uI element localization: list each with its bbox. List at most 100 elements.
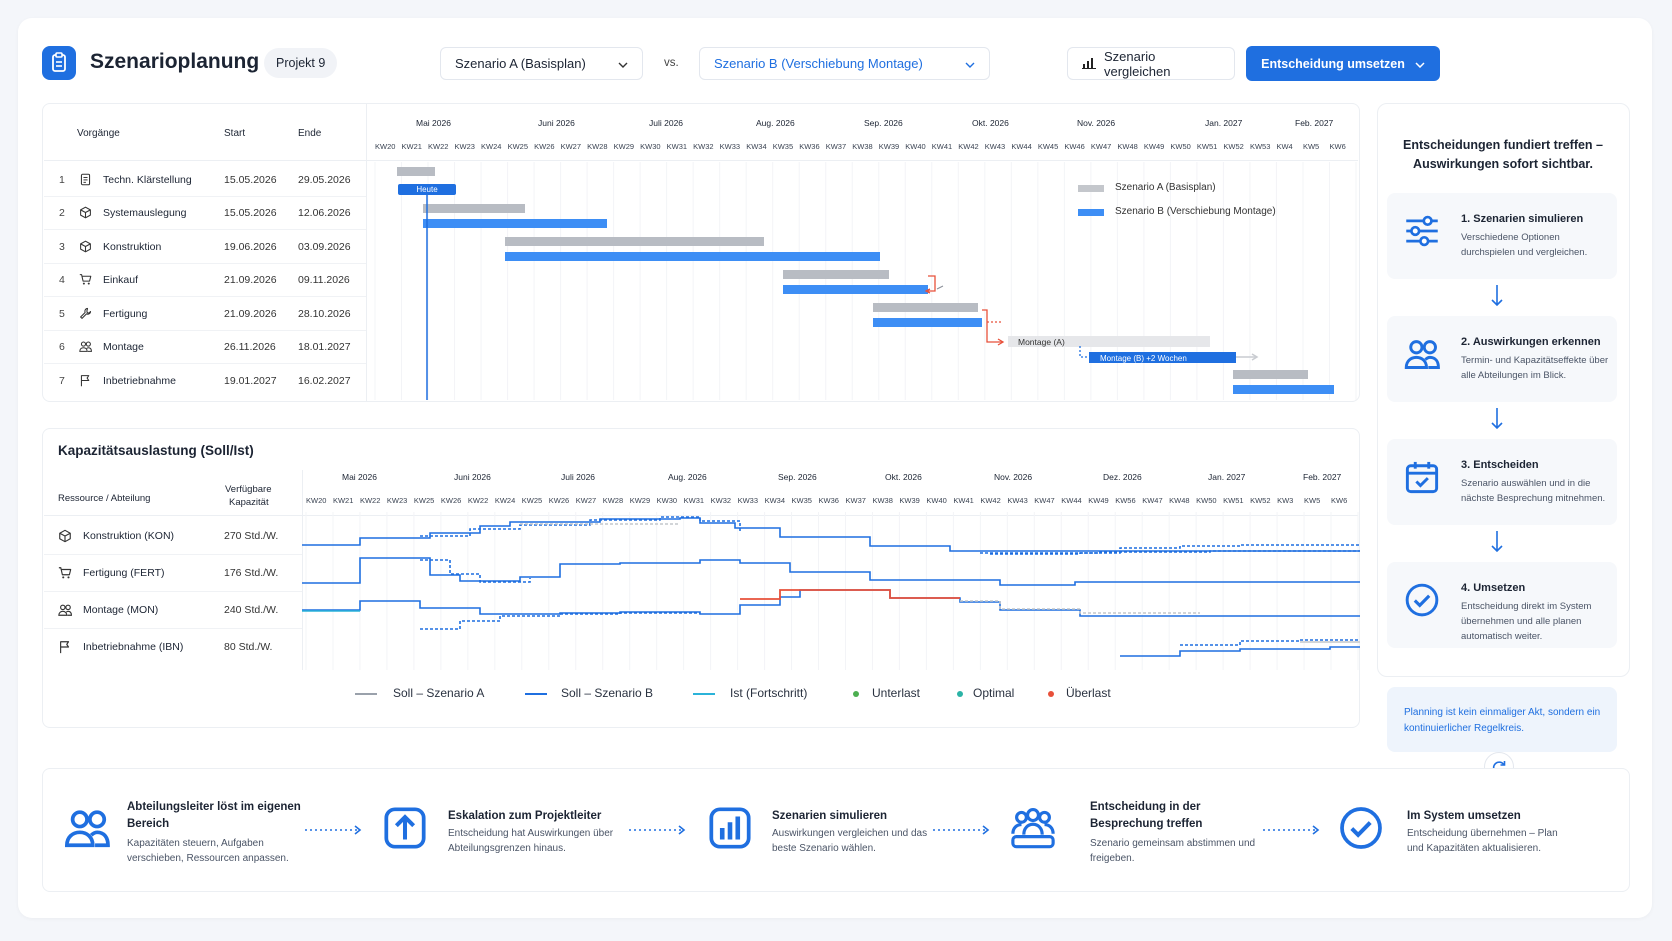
app-logo-icon <box>42 46 76 80</box>
task-start: 15.05.2026 <box>224 174 277 186</box>
scenario-b-select[interactable]: Szenario B (Verschiebung Montage) <box>699 47 990 80</box>
compare-button[interactable]: Szenario vergleichen <box>1067 47 1235 80</box>
task-name[interactable]: Fertigung <box>103 308 148 320</box>
task-name[interactable]: Techn. Klärstellung <box>103 174 192 186</box>
gantt-week-label: KW6 <box>1329 142 1346 151</box>
sidebar-step-desc: Szenario auswählen und in die nächste Be… <box>1461 478 1606 504</box>
chevron-down-icon <box>965 56 975 71</box>
row-divider <box>44 330 366 331</box>
soll-b-fert <box>302 557 1360 586</box>
capacity-week-label: KW26 <box>548 496 570 505</box>
legend-label-a: Szenario A (Basisplan) <box>1115 182 1216 193</box>
gantt-week-label: KW39 <box>878 142 900 151</box>
soll-a-mon <box>960 600 1200 614</box>
gantt-col-end: Ende <box>298 128 322 139</box>
row-divider <box>44 628 302 629</box>
gantt-week-label: KW34 <box>746 142 767 151</box>
chevron-down-icon <box>618 56 628 71</box>
task-start: 21.09.2026 <box>224 274 277 286</box>
capacity-header-divider <box>44 515 1358 516</box>
process-step-desc: Entscheidung hat Auswirkungen über Abtei… <box>448 828 614 854</box>
capacity-week-label: KW24 <box>494 496 516 505</box>
resource-capacity: 176 Std./W. <box>224 567 279 579</box>
arrow-down-icon <box>1489 283 1505 309</box>
task-name[interactable]: Inbetriebnahme <box>103 375 176 387</box>
task-end: 29.05.2026 <box>298 174 351 186</box>
gantt-week-label: KW40 <box>905 142 926 151</box>
ist-mon-dash <box>420 612 700 630</box>
scenario-a-select[interactable]: Szenario A (Basisplan) <box>440 47 643 80</box>
capacity-week-label: KW22 <box>359 496 381 505</box>
calendar-check-icon <box>1404 459 1440 500</box>
flow-arrow-icon <box>1262 823 1322 835</box>
bar-scenario-a <box>505 237 764 246</box>
capacity-month-label: Jan. 2027 <box>1208 472 1246 482</box>
row-divider <box>44 196 366 197</box>
capacity-month-label: Mai 2026 <box>342 472 377 482</box>
bar-scenario-b <box>873 318 982 327</box>
sidebar-step-title: 4. Umsetzen <box>1461 582 1526 594</box>
today-badge <box>398 184 456 195</box>
sidebar-step-card[interactable] <box>1387 193 1617 279</box>
gantt-col-tasks: Vorgänge <box>77 128 120 139</box>
capacity-week-label: KW26 <box>440 496 462 505</box>
capacity-week-label: KW21 <box>332 496 354 505</box>
capacity-col-resource: Ressource / Abteilung <box>58 493 151 504</box>
legend-optimal-label: Optimal <box>973 686 1015 700</box>
gantt-month-label: Feb. 2027 <box>1295 118 1334 128</box>
capacity-month-label: Feb. 2027 <box>1303 472 1342 482</box>
process-step-title: Im System umsetzen <box>1407 810 1521 822</box>
sidebar-step-desc: Verschiedene Optionen durchspielen und v… <box>1461 232 1588 258</box>
task-start: 15.05.2026 <box>224 207 277 219</box>
bar-scenario-a <box>1233 370 1308 379</box>
bar-scenario-a <box>423 204 525 213</box>
gantt-week-label: KW47 <box>1090 142 1112 151</box>
gantt-week-label: KW38 <box>852 142 873 151</box>
gantt-week-label: KW50 <box>1170 142 1191 151</box>
task-number: 4 <box>59 274 65 286</box>
process-step-title: Szenarien simulieren <box>772 810 888 822</box>
gantt-week-label: KW51 <box>1196 142 1218 151</box>
implement-button[interactable]: Entscheidung umsetzen <box>1246 46 1440 81</box>
bar-scenario-a <box>873 303 978 312</box>
legend-soll-b-label: Soll – Szenario B <box>561 686 654 700</box>
resource-name[interactable]: Fertigung (FERT) <box>83 567 165 579</box>
project-badge[interactable]: Projekt 9 <box>264 48 338 78</box>
gantt-header-divider <box>44 160 1358 161</box>
task-name[interactable]: Systemauslegung <box>103 207 187 219</box>
row-divider <box>44 296 366 297</box>
sidebar-step-desc: Entscheidung direkt im System übernehmen… <box>1461 601 1592 642</box>
capacity-month-label: Juli 2026 <box>561 472 596 482</box>
sliders-icon <box>1404 213 1440 254</box>
capacity-week-label: KW40 <box>926 496 947 505</box>
task-name[interactable]: Montage <box>103 341 144 353</box>
resource-name[interactable]: Montage (MON) <box>83 604 159 616</box>
bar-scenario-a <box>783 270 889 279</box>
gantt-week-label: KW43 <box>984 142 1006 151</box>
process-step-desc: Auswirkungen vergleichen und das beste S… <box>772 828 928 854</box>
gantt-month-label: Aug. 2026 <box>756 118 795 128</box>
task-name[interactable]: Einkauf <box>103 274 139 286</box>
people-icon <box>79 340 92 358</box>
resource-name[interactable]: Konstruktion (KON) <box>83 530 175 542</box>
task-name[interactable]: Konstruktion <box>103 241 162 253</box>
capacity-week-label: KW47 <box>1034 496 1055 505</box>
gantt-week-label: KW37 <box>825 142 847 151</box>
capacity-week-label: KW33 <box>737 496 759 505</box>
overload-mon <box>740 589 960 600</box>
row-divider <box>44 363 366 364</box>
gantt-month-label: Juni 2026 <box>538 118 575 128</box>
gantt-month-label: Jan. 2027 <box>1205 118 1243 128</box>
flag-icon <box>58 640 72 659</box>
soll-a-fert <box>990 544 1360 555</box>
gantt-week-label: KW27 <box>560 142 582 151</box>
gantt-month-label: Nov. 2026 <box>1077 118 1116 128</box>
capacity-week-label: KW5 <box>1304 496 1321 505</box>
soll-b-mon <box>302 589 1360 617</box>
dependency-connector <box>928 275 936 292</box>
sidebar-step-card[interactable] <box>1387 562 1617 648</box>
resource-name[interactable]: Inbetriebnahme (IBN) <box>83 641 184 653</box>
capacity-month-label: Dez. 2026 <box>1103 472 1142 482</box>
montage-a-label: Montage (A) <box>1018 337 1065 347</box>
page-title: Szenarioplanung <box>90 50 260 73</box>
